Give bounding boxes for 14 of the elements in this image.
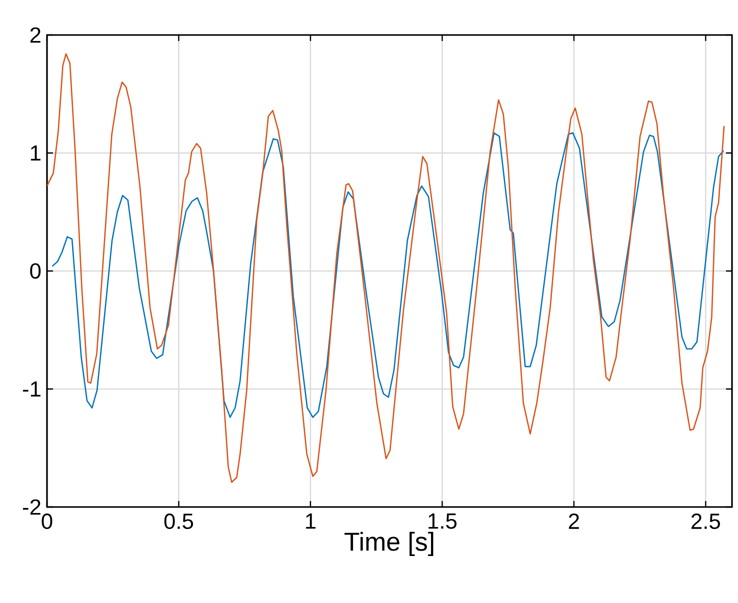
y-tick-label: 2 (30, 27, 40, 43)
y-tick-label: -1 (22, 381, 40, 397)
x-tick-label: 1 (306, 514, 316, 529)
x-tick-label: 2 (568, 514, 579, 529)
x-tick-label: 2.5 (692, 514, 720, 530)
x-axis-title: Time [s] (344, 532, 434, 556)
y-tick-label: 0 (30, 263, 41, 279)
y-tick-label: 1 (30, 145, 40, 161)
x-tick-label: 1.5 (428, 514, 457, 529)
line-series (47, 53, 725, 483)
line-series (52, 132, 724, 418)
y-tick-label: -2 (22, 499, 40, 515)
x-tick-label: 0 (42, 514, 52, 530)
x-tick-label: 0.5 (164, 514, 194, 530)
